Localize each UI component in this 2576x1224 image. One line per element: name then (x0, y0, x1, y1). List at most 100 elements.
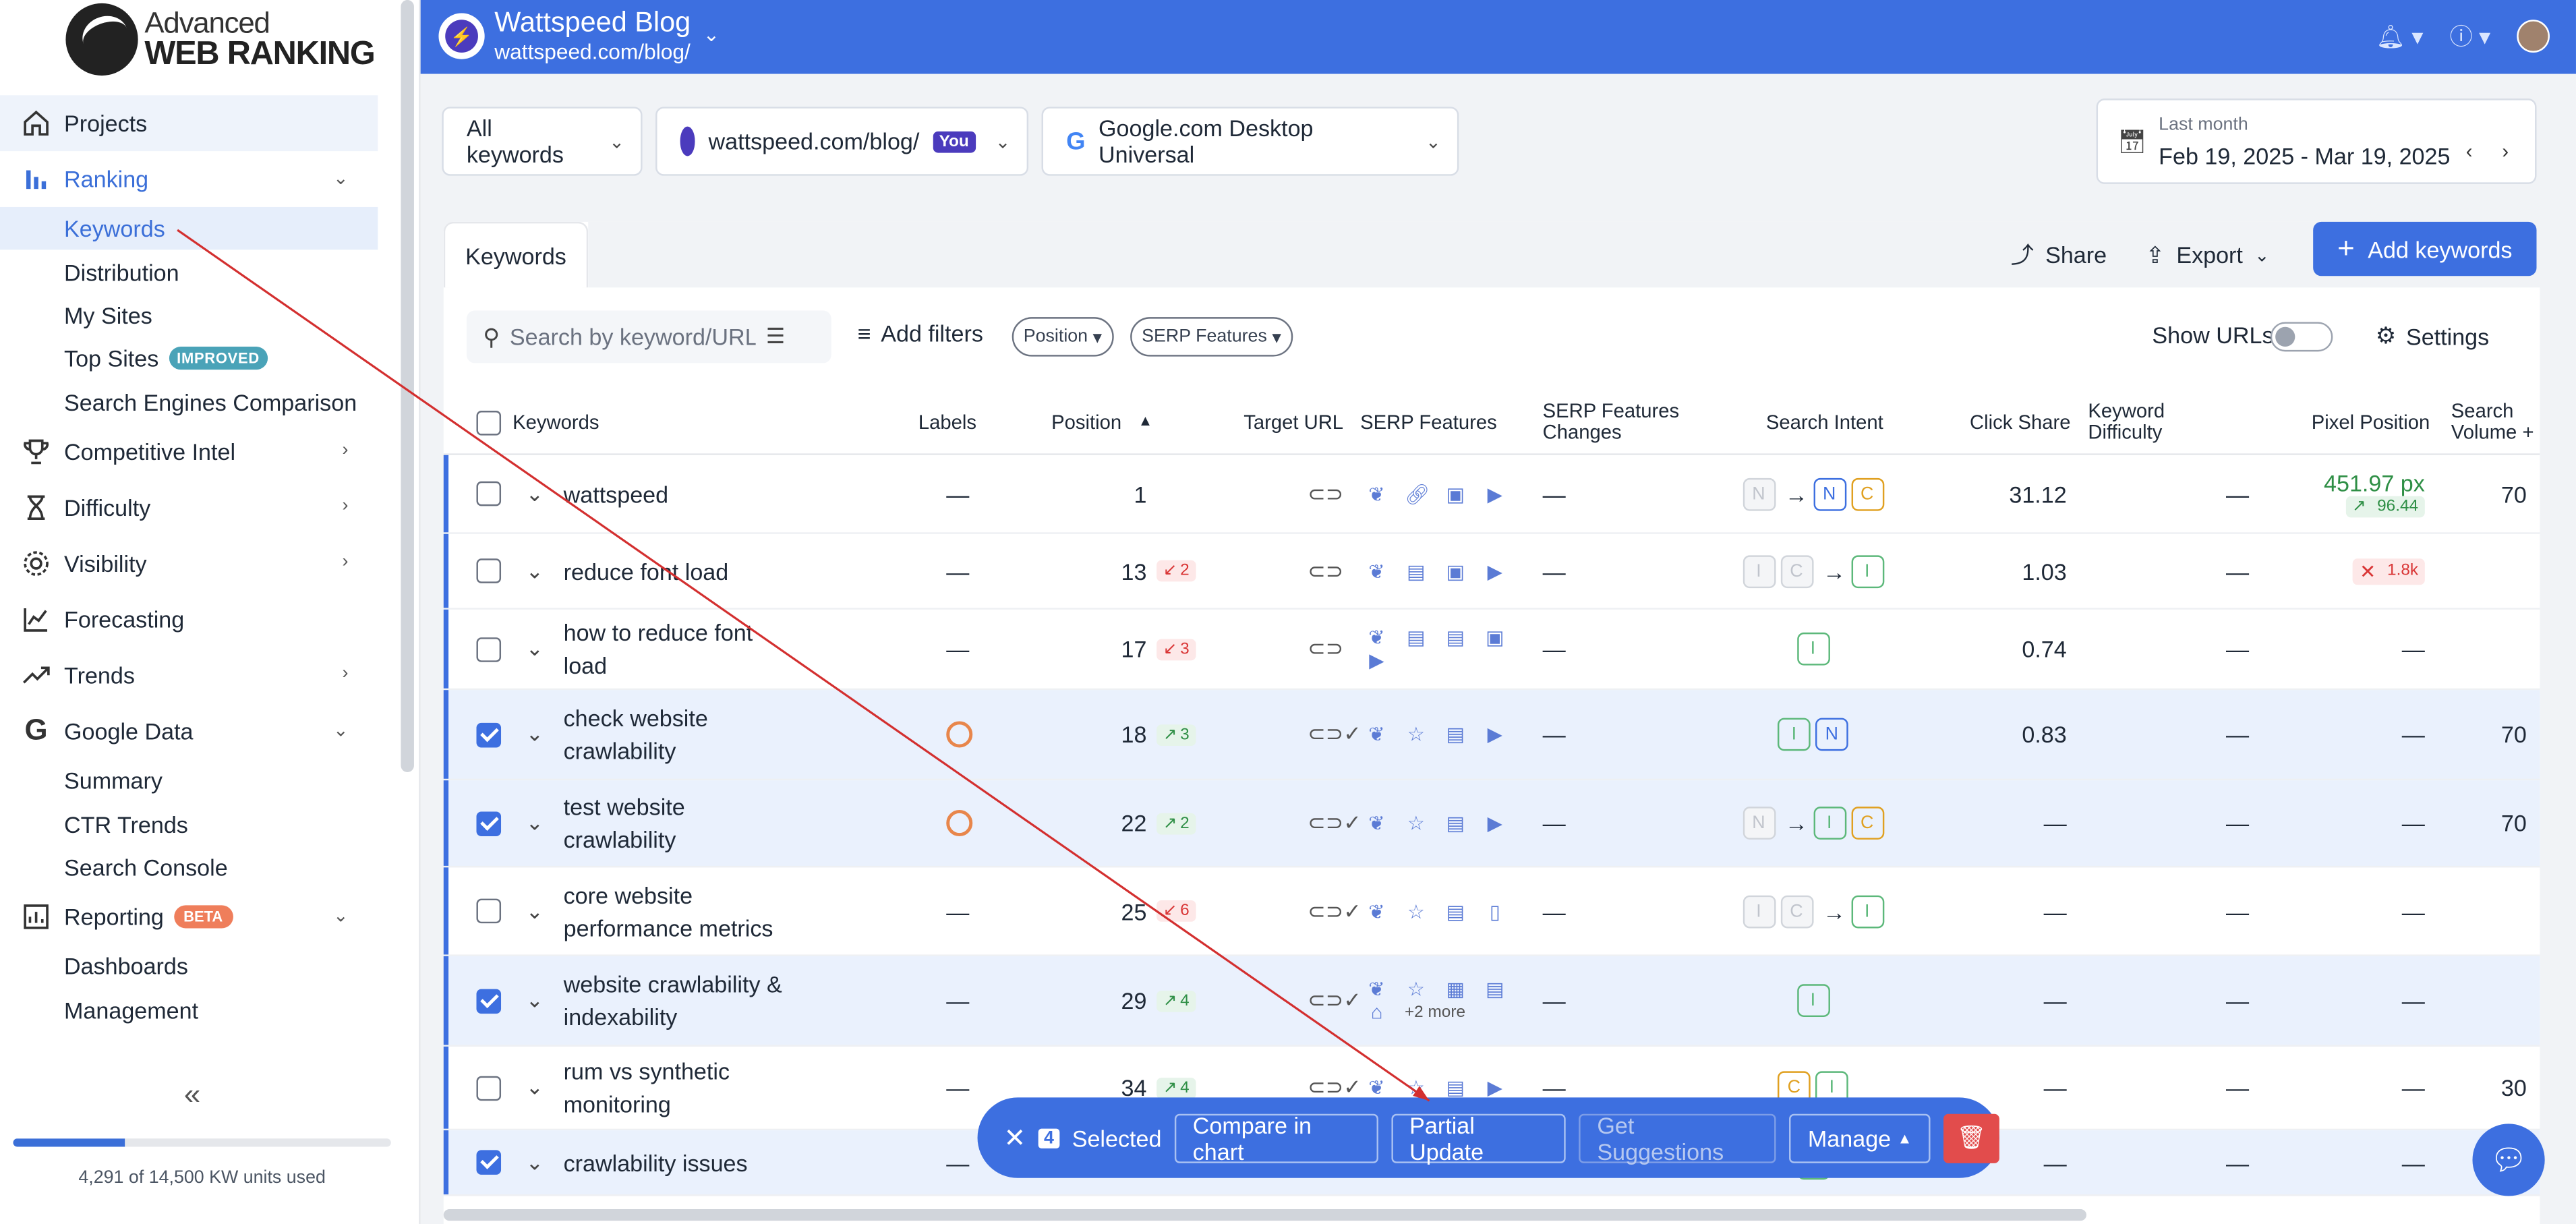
col-click-share[interactable]: Click Share (1970, 410, 2071, 434)
position-filter-pill[interactable]: Position ▾ (1012, 317, 1114, 357)
more-serp-features[interactable]: +2 more (1404, 1003, 1466, 1022)
keyword-cell[interactable]: rum vs synthetic monitoring (564, 1047, 730, 1129)
partial-update-button[interactable]: Partial Update (1391, 1111, 1567, 1164)
row-checkbox[interactable] (476, 722, 502, 747)
row-checkbox[interactable] (476, 481, 502, 506)
link-check-icon[interactable]: ⊂⊃✓ (1308, 898, 1362, 923)
keyword-cell[interactable]: crawlability issues (564, 1130, 748, 1194)
sidebar-item-visibility[interactable]: Visibility › (0, 535, 378, 591)
sidebar-subitem-summary[interactable]: Summary (64, 767, 163, 794)
sidebar-item-competitive-intel[interactable]: Competitive Intel › (0, 424, 378, 479)
horizontal-scrollbar[interactable] (443, 1209, 2086, 1221)
search-label-icon[interactable] (946, 810, 973, 837)
col-keywords[interactable]: Keywords (513, 410, 599, 434)
export-button[interactable]: ⇪ Export ⌄ (2146, 230, 2270, 279)
clear-selection-icon[interactable]: ✕ (1003, 1124, 1026, 1153)
link-icon[interactable]: ⊂⊃ (1308, 635, 1344, 661)
col-search-intent[interactable]: Search Intent (1765, 410, 1883, 434)
expand-chevron-icon[interactable]: ⌄ (525, 480, 544, 506)
search-label-icon[interactable] (946, 721, 973, 748)
col-keyword-difficulty[interactable]: Keyword Difficulty (2088, 389, 2165, 455)
compare-in-chart-button[interactable]: Compare in chart (1174, 1111, 1378, 1164)
sidebar-subitem-my-sites[interactable]: My Sites (64, 302, 152, 329)
row-checkbox[interactable] (476, 637, 502, 662)
table-row[interactable]: ⌄ how to reduce font load — 17 ↙ 3 ⊂⊃ ❦ ▤ ▤… (443, 609, 2540, 691)
sidebar-item-trends[interactable]: Trends › (0, 647, 378, 703)
site-logo-icon[interactable]: ⚡ (438, 13, 485, 59)
search-input[interactable] (509, 323, 757, 350)
sidebar-item-difficulty[interactable]: Difficulty › (0, 479, 378, 535)
col-position[interactable]: Position ▲ (1051, 389, 1152, 455)
keyword-cell[interactable]: website crawlability & indexability (564, 956, 782, 1045)
keyword-cell[interactable]: reduce font load (564, 534, 729, 608)
help-icon[interactable]: ⓘ ▾ (2449, 23, 2491, 50)
search-engine-dropdown[interactable]: G Google.com Desktop Universal ⌄ (1041, 107, 1459, 176)
select-all-checkbox[interactable] (476, 389, 502, 455)
sidebar-scrollbar[interactable] (401, 0, 414, 773)
expand-chevron-icon[interactable]: ⌄ (525, 987, 544, 1012)
keyword-cell[interactable]: test website crawlability (564, 780, 685, 866)
site-filter-dropdown[interactable]: wattspeed.com/blog/ You ⌄ (655, 107, 1029, 176)
keywords-filter-dropdown[interactable]: All keywords ⌄ (442, 107, 643, 176)
keyword-cell[interactable]: core website performance metrics (564, 867, 773, 954)
link-icon[interactable]: ⊂⊃ (1308, 558, 1344, 583)
expand-chevron-icon[interactable]: ⌄ (525, 558, 544, 583)
col-search-volume[interactable]: Search Volume + (2451, 389, 2534, 455)
chat-support-button[interactable]: 💬︎ (2472, 1124, 2545, 1196)
date-range-picker[interactable]: 📅︎ Last month Feb 19, 2025 - Mar 19, 202… (2096, 98, 2537, 184)
sidebar-subitem-dashboards[interactable]: Dashboards (64, 953, 188, 980)
col-labels[interactable]: Labels (918, 410, 977, 434)
row-checkbox[interactable] (476, 898, 502, 924)
row-checkbox[interactable] (476, 1150, 502, 1175)
filter-sliders-icon[interactable]: ☰ (765, 323, 786, 349)
col-serp-changes[interactable]: SERP Features Changes (1543, 389, 1680, 455)
next-period-icon[interactable]: › (2502, 140, 2509, 163)
keyword-cell[interactable]: wattspeed (564, 455, 668, 533)
sidebar-item-reporting[interactable]: Reporting BETA ⌄ (0, 889, 378, 945)
logo[interactable]: Advanced WEB RANKING (65, 3, 376, 76)
row-checkbox[interactable] (476, 558, 502, 583)
sidebar-item-forecasting[interactable]: Forecasting (0, 591, 378, 647)
get-suggestions-button[interactable]: Get Suggestions (1579, 1111, 1777, 1164)
bell-icon[interactable]: 🔔︎ ▾ (2376, 22, 2424, 49)
keyword-cell[interactable]: check website crawlability (564, 690, 708, 779)
expand-chevron-icon[interactable]: ⌄ (525, 635, 544, 661)
table-row[interactable]: ⌄ wattspeed — 1 ⊂⊃ ❦ 🔗︎ ▣ ▶ — N → N C 31.12 — … (443, 455, 2540, 534)
previous-period-icon[interactable]: ‹ (2465, 140, 2473, 163)
delete-button[interactable]: 🗑︎ (1943, 1113, 1999, 1163)
collapse-sidebar-icon[interactable]: « (183, 1078, 201, 1111)
keyword-cell[interactable]: how to reduce font load (564, 610, 753, 689)
tab-keywords[interactable]: Keywords (443, 221, 589, 288)
row-checkbox[interactable] (476, 1075, 502, 1101)
avatar[interactable] (2517, 20, 2550, 53)
table-row[interactable]: ⌄ core website performance metrics — 25 … (443, 867, 2540, 956)
share-button[interactable]: ⤴ Share (2011, 230, 2107, 279)
link-check-icon[interactable]: ⊂⊃✓ (1308, 721, 1362, 747)
sidebar-item-projects[interactable]: Projects (0, 95, 378, 152)
serp-features-filter-pill[interactable]: SERP Features ▾ (1130, 317, 1293, 357)
sidebar-subitem-ctr-trends[interactable]: CTR Trends (64, 811, 188, 838)
table-row[interactable]: ⌄ test website crawlability 22 ↗ 2 ⊂⊃✓ ❦ ☆… (443, 780, 2540, 868)
sidebar-subitem-distribution[interactable]: Distribution (64, 258, 179, 285)
sidebar-item-google-data[interactable]: G Google Data ⌄ (0, 703, 378, 759)
table-row[interactable]: ⌄ crawlability issues — ⊂⊃✓ ▶ I — — — (443, 1130, 2540, 1196)
expand-chevron-icon[interactable]: ⌄ (525, 721, 544, 747)
site-switcher-chevron-icon[interactable]: ⌄ (703, 23, 720, 47)
expand-chevron-icon[interactable]: ⌄ (525, 1074, 544, 1099)
col-serp-features[interactable]: SERP Features (1360, 410, 1497, 434)
table-row[interactable]: ⌄ check website crawlability 18 ↗ 3 ⊂⊃✓ ❦… (443, 690, 2540, 781)
link-icon[interactable]: ⊂⊃ (1308, 480, 1344, 506)
link-check-icon[interactable]: ⊂⊃✓ (1308, 810, 1362, 835)
row-checkbox[interactable] (476, 811, 502, 836)
sidebar-subitem-top-sites[interactable]: Top Sites IMPROVED (0, 337, 378, 380)
table-row[interactable]: ⌄ reduce font load — 13 ↙ 2 ⊂⊃ ❦ ▤ ▣ ▶ — I C →… (443, 533, 2540, 610)
sidebar-subitem-search-engines-comparison[interactable]: Search Engines Comparison (64, 388, 357, 415)
expand-chevron-icon[interactable]: ⌄ (525, 810, 544, 835)
manage-button[interactable]: Manage ▲ (1790, 1113, 1931, 1163)
sidebar-subitem-management[interactable]: Management (64, 997, 199, 1024)
table-row[interactable]: ⌄ website crawlability & indexability — … (443, 956, 2540, 1047)
expand-chevron-icon[interactable]: ⌄ (525, 1149, 544, 1174)
sidebar-subitem-keywords[interactable]: Keywords (0, 206, 378, 251)
site-title[interactable]: Wattspeed Blog (494, 6, 691, 38)
add-keywords-button[interactable]: + Add keywords (2313, 221, 2537, 276)
